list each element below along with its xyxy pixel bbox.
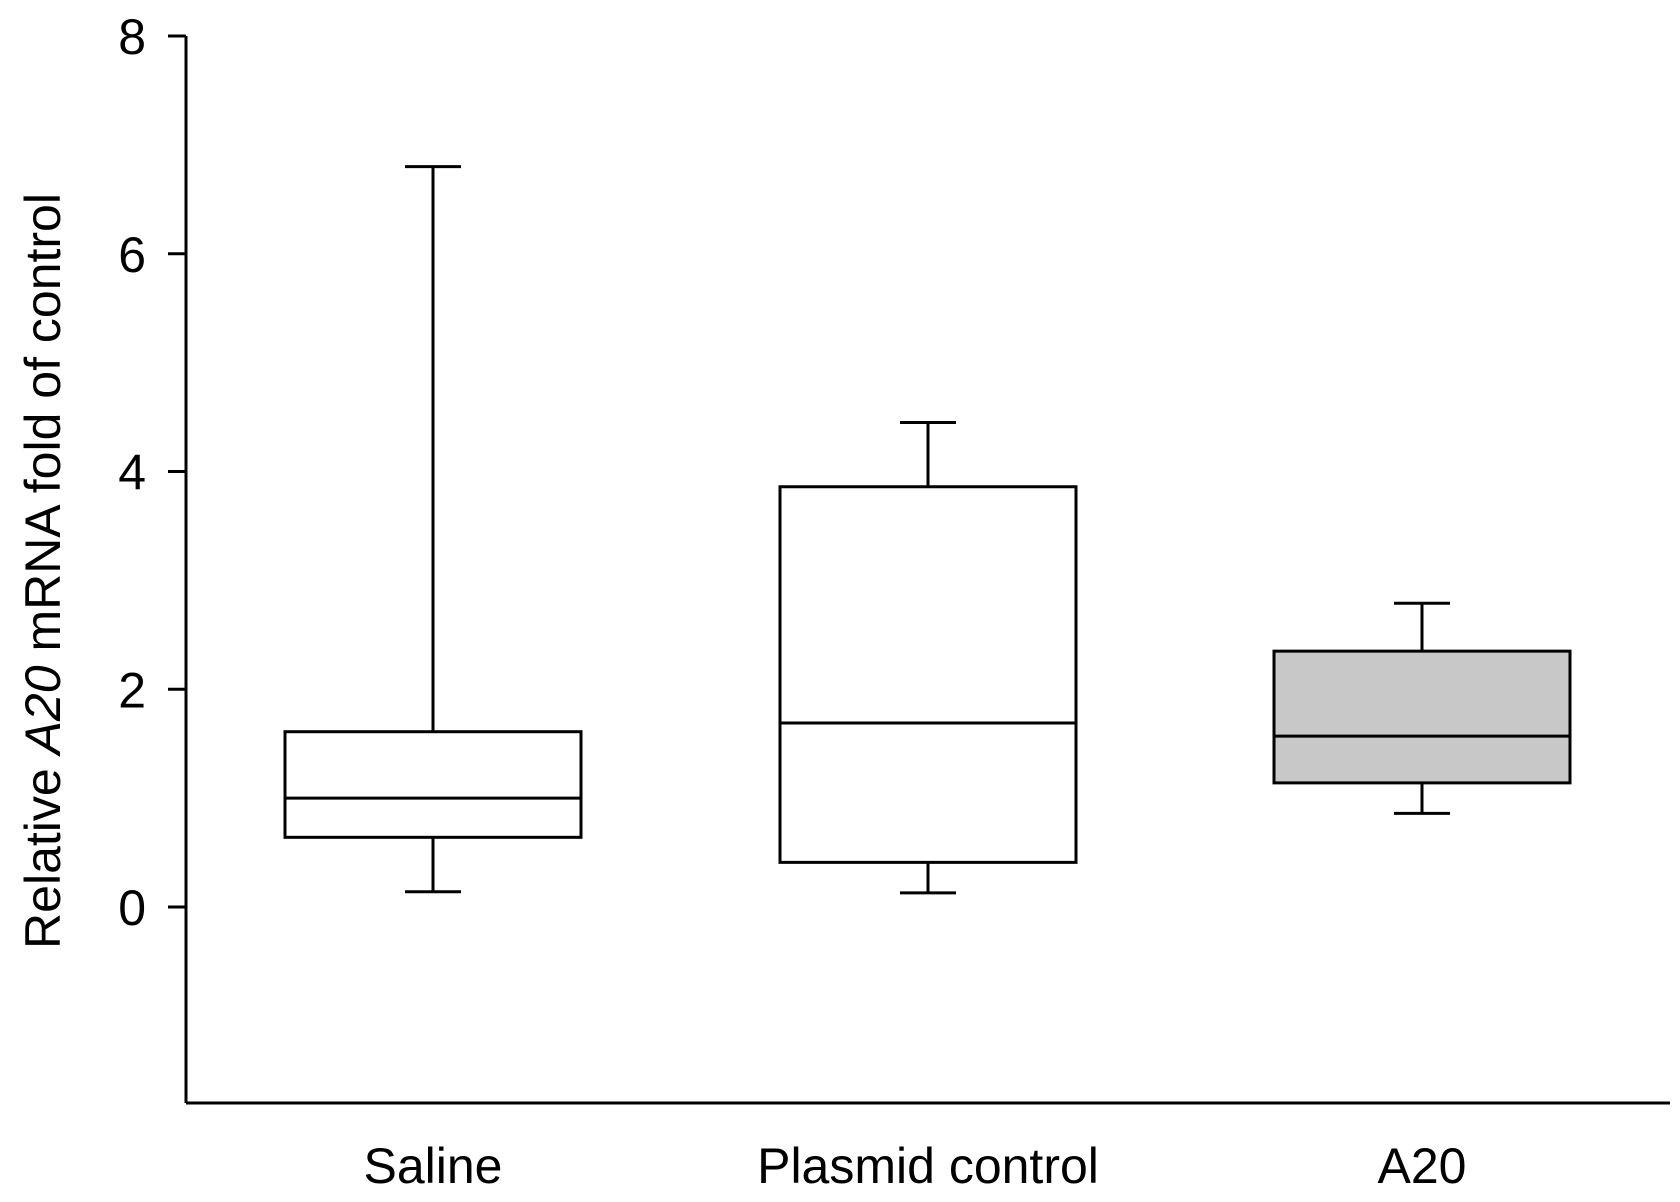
iqr-box <box>283 730 583 839</box>
y-tick-label: 2 <box>118 662 146 718</box>
box-2 <box>1272 601 1572 815</box>
y-axis-label-part: Relative <box>15 754 71 949</box>
iqr-box <box>1272 649 1572 785</box>
x-tick-label: Plasmid control <box>757 1138 1099 1194</box>
y-tick-label: 6 <box>118 227 146 283</box>
box-0 <box>283 165 583 894</box>
y-tick-label: 0 <box>118 880 146 936</box>
box-1 <box>778 421 1078 895</box>
y-tick-label: 8 <box>118 9 146 65</box>
category-labels: Saline Plasmid control A20 <box>364 1138 1467 1194</box>
iqr-box <box>778 485 1078 864</box>
x-tick-label: A20 <box>1378 1138 1467 1194</box>
y-tick-label: 4 <box>118 445 146 501</box>
y-axis-label: Relative A20 mRNA fold of control <box>15 193 71 949</box>
y-axis-label-part: A20 <box>15 665 71 757</box>
boxes <box>283 165 1572 895</box>
y-ticks: 0 2 4 6 8 <box>118 9 186 936</box>
y-axis-label-part: mRNA fold of control <box>15 193 71 665</box>
x-tick-label: Saline <box>364 1138 503 1194</box>
axes <box>184 36 1670 1105</box>
